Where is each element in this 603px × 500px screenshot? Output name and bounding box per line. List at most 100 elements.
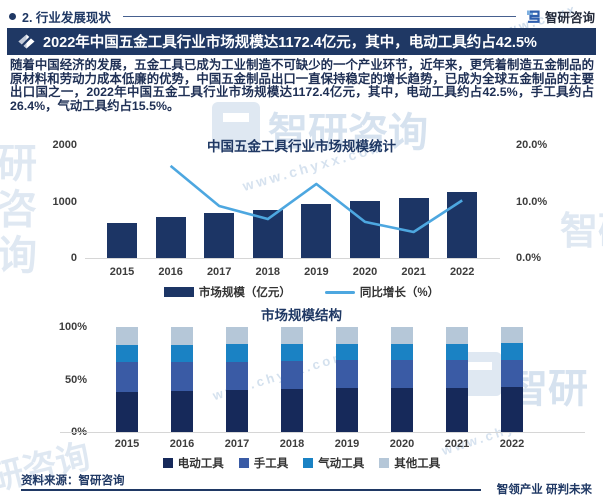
- x-axis-category-label: 2021: [401, 266, 426, 278]
- stacked-bar-segment: [226, 361, 248, 391]
- x-axis-category-label: 2017: [224, 438, 250, 450]
- stacked-bar-segment: [336, 360, 358, 389]
- brand-lockup: 智研咨询: [526, 7, 595, 26]
- legend-swatch: [162, 458, 173, 468]
- stacked-bar-segment: [171, 344, 193, 363]
- x-axis-category-label: 2019: [304, 266, 329, 278]
- legend-label: 市场规模（亿元）: [198, 287, 291, 299]
- secondary-axis-tick-label: 10.0%: [516, 195, 548, 208]
- x-axis-category-label: 2022: [449, 266, 475, 278]
- x-axis-category-label: 2018: [279, 438, 305, 450]
- stacked-bar-segment: [281, 389, 303, 432]
- legend-line-swatch: [324, 290, 355, 294]
- stacked-bar-segment: [116, 361, 138, 393]
- legend-swatch: [379, 458, 390, 468]
- stacked-bar-segment: [226, 344, 248, 362]
- stacked-bar-segment: [116, 392, 138, 432]
- bar: [398, 197, 429, 258]
- stacked-bar-segment: [226, 327, 248, 345]
- legend-item: 市场规模（亿元）: [163, 284, 291, 300]
- market-size-chart: 中国五金工具行业市场规模统计 2000 1000 0 20.0% 10.0% 0.0% 20…: [0, 133, 603, 303]
- bar: [447, 191, 478, 258]
- x-axis-category-label: 2021: [444, 438, 470, 450]
- stacked-bar-segment: [391, 343, 413, 361]
- y-axis-tick-label: 1000: [52, 195, 77, 208]
- bar: [155, 217, 186, 258]
- legend-label: 其他工具: [394, 458, 441, 470]
- legend-swatch: [238, 458, 249, 468]
- y-axis-tick-label: 100%: [58, 321, 87, 333]
- chart-legend: 电动工具 手工具 气动工具 其他工具: [0, 455, 603, 471]
- brand-slogan: 智领产业 研判未来: [496, 484, 592, 496]
- legend-swatch: [163, 287, 194, 297]
- headline-title: 2022年中国五金工具行业市场规模达1172.4亿元，其中，电动工具约占42.5…: [43, 35, 537, 51]
- x-axis-category-label: 2016: [158, 266, 183, 278]
- legend-item: 气动工具: [303, 455, 364, 471]
- stacked-bar-segment: [336, 343, 358, 361]
- legend-label: 同比增长（%）: [359, 287, 440, 299]
- chart-title: 市场规模结构: [261, 308, 342, 323]
- legend-item: 电动工具: [162, 455, 224, 471]
- stacked-bar-segment: [281, 344, 303, 361]
- stacked-bar-segment: [336, 327, 358, 344]
- diamond-icon: [18, 34, 35, 49]
- stacked-bar-segment: [116, 344, 138, 362]
- page-header: 2. 行业发展现状 智研咨询: [9, 7, 595, 25]
- x-axis-line: [60, 432, 585, 433]
- stacked-bar-segment: [116, 327, 138, 345]
- stacked-bar-segment: [281, 327, 303, 344]
- x-axis-category-label: 2022: [499, 438, 525, 450]
- x-axis-category-label: 2016: [169, 438, 195, 450]
- stacked-bar-segment: [391, 327, 413, 344]
- bar: [350, 200, 380, 258]
- stacked-bar-segment: [446, 343, 468, 360]
- legend-label: 气动工具: [318, 458, 365, 470]
- x-axis-category-label: 2018: [255, 266, 281, 278]
- y-axis-tick-label: 2000: [52, 139, 77, 151]
- x-axis-category-label: 2020: [389, 438, 415, 450]
- stacked-bar-segment: [336, 388, 358, 432]
- stacked-bar-segment: [446, 387, 468, 432]
- x-axis-category-label: 2019: [334, 438, 360, 450]
- x-axis-category-label: 2015: [109, 266, 135, 278]
- stacked-bar-segment: [446, 327, 468, 344]
- stacked-bar-segment: [501, 327, 523, 344]
- stacked-bar-segment: [281, 361, 303, 390]
- x-axis-line: [85, 258, 500, 259]
- stacked-bar-segment: [171, 362, 193, 392]
- market-structure-chart: 市场规模结构 100% 50% 0% 2015 2016 2017 2018 2019 2020…: [0, 303, 603, 475]
- y-axis-tick-label: 0: [70, 252, 77, 264]
- x-axis-category-label: 2020: [352, 266, 378, 278]
- legend-item: 其他工具: [379, 455, 440, 471]
- stacked-bar-segment: [171, 391, 193, 432]
- secondary-axis-tick-label: 0.0%: [516, 252, 542, 264]
- headline-banner: 2022年中国五金工具行业市场规模达1172.4亿元，其中，电动工具约占42.5…: [7, 28, 596, 55]
- bar: [301, 203, 332, 258]
- secondary-axis-tick-label: 20.0%: [516, 139, 548, 151]
- legend-item: 手工具: [238, 455, 289, 471]
- legend-label: 电动工具: [177, 458, 224, 470]
- section-title: 2. 行业发展现状: [22, 10, 111, 25]
- stacked-bar-segment: [501, 387, 523, 432]
- x-axis-category-label: 2015: [114, 438, 140, 450]
- bullet-dot-icon: [9, 12, 16, 20]
- x-axis-category-label: 2017: [206, 266, 232, 278]
- y-axis-tick-label: 50%: [64, 373, 87, 386]
- stacked-bar-segment: [501, 359, 523, 388]
- bar: [204, 213, 235, 258]
- legend-item: 同比增长（%）: [324, 284, 440, 300]
- stacked-bar-segment: [446, 359, 468, 388]
- legend-label: 手工具: [253, 458, 289, 470]
- growth-line: [169, 164, 463, 234]
- brand-name: 智研咨询: [544, 10, 595, 25]
- legend-swatch: [303, 458, 314, 468]
- stacked-bar-segment: [391, 360, 413, 388]
- bar: [107, 222, 137, 258]
- source-note: 资料来源：智研咨询: [21, 475, 125, 487]
- chart-title: 中国五金工具行业市场规模统计: [207, 139, 396, 154]
- brand-logo-icon: [526, 10, 540, 23]
- chart-legend: 市场规模（亿元） 同比增长（%）: [0, 284, 603, 300]
- intro-paragraph: 随着中国经济的发展，五金工具已成为工业制造不可缺少的一个产业环节，近年来，更凭着…: [10, 58, 594, 114]
- stacked-bar-segment: [171, 327, 193, 345]
